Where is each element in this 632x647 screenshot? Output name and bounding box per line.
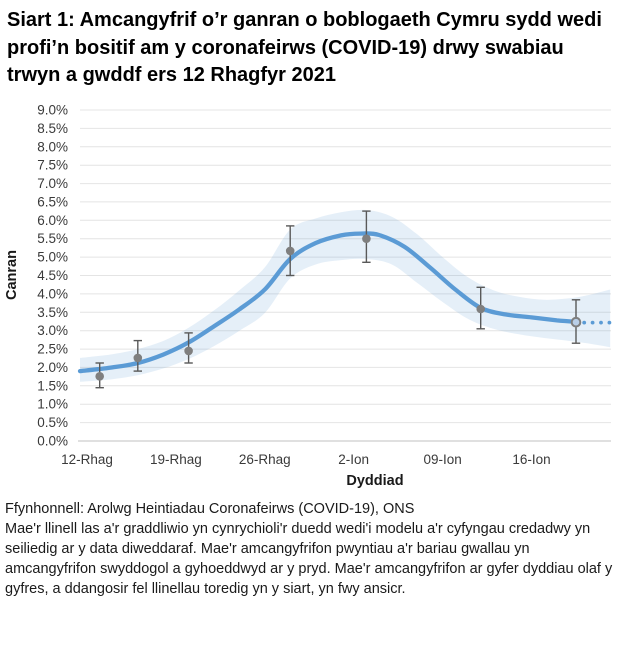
trend-dot bbox=[582, 320, 587, 325]
y-tick-label: 0.0% bbox=[37, 433, 68, 448]
gridlines bbox=[78, 109, 611, 442]
data-points bbox=[95, 234, 582, 381]
chart-title: Siart 1: Amcangyfrif o’r ganran o boblog… bbox=[7, 9, 602, 87]
trend-dot bbox=[599, 320, 603, 325]
y-tick-label: 8.5% bbox=[37, 121, 68, 136]
x-tick-label: 09-Ion bbox=[423, 452, 461, 467]
y-tick-label: 2.5% bbox=[37, 341, 68, 356]
source-line: Ffynhonnell: Arolwg Heintiadau Coronafei… bbox=[5, 500, 415, 517]
data-point bbox=[285, 246, 295, 255]
y-tick-label: 6.5% bbox=[37, 194, 68, 209]
data-point bbox=[184, 346, 193, 355]
y-tick-label: 7.0% bbox=[37, 176, 68, 191]
dotted-trend-extension bbox=[582, 320, 612, 325]
y-tick-label: 4.0% bbox=[37, 286, 68, 301]
y-tick-label: 5.5% bbox=[37, 231, 68, 246]
y-tick-label: 3.0% bbox=[37, 323, 68, 338]
y-tick-label: 8.0% bbox=[37, 139, 68, 154]
trend-dot bbox=[590, 320, 595, 325]
y-tick-label: 7.5% bbox=[37, 157, 68, 172]
y-tick-label: 4.5% bbox=[37, 268, 68, 283]
x-tick-label: 2-Ion bbox=[338, 452, 369, 467]
y-axis-title: Canran bbox=[4, 250, 20, 300]
y-tick-label: 1.0% bbox=[37, 396, 68, 411]
y-tick-label: 2.0% bbox=[37, 360, 68, 375]
footnote: Mae'r llinell las a'r graddliwio yn cynr… bbox=[5, 521, 613, 598]
data-point bbox=[362, 234, 371, 243]
y-tick-label: 5.0% bbox=[37, 249, 68, 264]
confidence-band bbox=[80, 209, 611, 382]
chart-canvas: 0.0% 0.5% 1.0% 1.5% 2.0% 2.5% 3.0% 3.5% 4.0% 4.5%… bbox=[4, 102, 612, 489]
x-tick-label: 16-Ion bbox=[512, 452, 550, 467]
x-tick-label: 26-Rhag bbox=[239, 452, 291, 467]
data-point bbox=[476, 304, 486, 314]
y-tick-label: 6.0% bbox=[37, 213, 68, 228]
y-axis-labels: 0.0% 0.5% 1.0% 1.5% 2.0% 2.5% 3.0% 3.5% 4.0% 4.5%… bbox=[37, 102, 68, 448]
trend-line bbox=[77, 231, 579, 374]
x-tick-label: 12-Rhag bbox=[61, 452, 113, 467]
x-tick-label: 19-Rhag bbox=[150, 452, 202, 467]
data-point-open bbox=[570, 316, 582, 328]
data-point bbox=[133, 353, 143, 362]
y-tick-label: 3.5% bbox=[37, 305, 68, 320]
x-axis-labels: 12-Rhag 19-Rhag 26-Rhag 2-Ion 09-Ion 16-Ion bbox=[61, 452, 551, 467]
y-tick-label: 1.5% bbox=[37, 378, 68, 393]
y-tick-label: 0.5% bbox=[37, 415, 68, 430]
x-axis-title: Dyddiad bbox=[346, 473, 403, 489]
y-tick-label: 9.0% bbox=[37, 102, 68, 117]
data-point bbox=[95, 371, 104, 381]
trend-dot bbox=[607, 320, 612, 325]
